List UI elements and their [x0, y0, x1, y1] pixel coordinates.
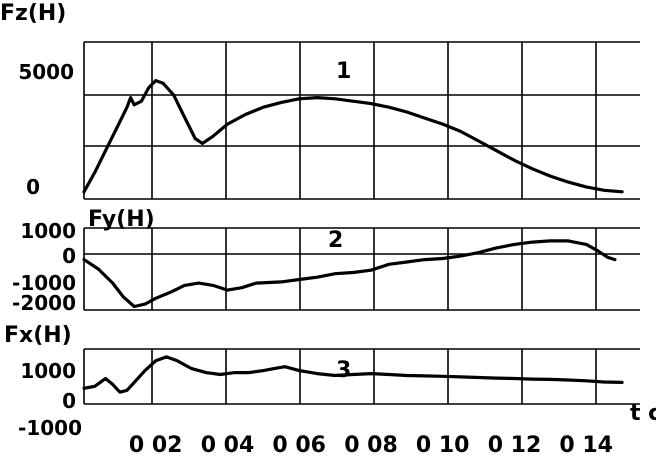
- x-tick-labels: 0 02 0 04 0 06 0 08 0 10 0 12 0 14: [129, 433, 613, 458]
- panel-fx-ytick-minus-1000: -1000: [18, 416, 82, 440]
- panel-fy-curve-label: 2: [328, 228, 343, 253]
- panel-fy-curve-layer: [82, 239, 617, 309]
- panel-fy-ytick-0: 0: [62, 244, 76, 268]
- panel-fx-ylabel: Fx(H): [4, 323, 72, 348]
- panel-fx-curve-label: 3: [336, 358, 351, 383]
- series-line-fx: [82, 355, 624, 394]
- panel-fz: Fz(H) 1 5000 0: [0, 1, 640, 200]
- panel-fz-curve-layer: [82, 79, 624, 194]
- panel-fy-ytick-minus-1000: -1000: [12, 271, 76, 295]
- x-axis-label: t c: [630, 401, 656, 426]
- x-tick-label-5: 0 12: [488, 433, 542, 458]
- panel-fy-ytick-1000: 1000: [20, 219, 76, 243]
- x-tick-label-0: 0 02: [129, 433, 183, 458]
- panel-fx-ytick-0: 0: [62, 389, 76, 413]
- panel-fz-grid: [83, 41, 640, 200]
- panel-fz-ytick-5000: 5000: [18, 60, 74, 84]
- panel-fz-ylabel: Fz(H): [0, 1, 66, 26]
- panel-fy: Fy(H) 2 1000 0 -1000 -2000: [12, 207, 640, 315]
- panel-fx: Fx(H) 3 1000 0 -1000 t c 0 02 0 04 0 06 0 0…: [4, 323, 656, 458]
- panel-fx-curve-layer: [82, 355, 624, 394]
- panel-fy-ylabel: Fy(H): [88, 207, 155, 232]
- series-line-fy: [82, 239, 617, 309]
- x-tick-label-2: 0 06: [272, 433, 326, 458]
- panel-fz-ytick-0: 0: [26, 175, 40, 199]
- panel-fx-ytick-1000: 1000: [20, 359, 76, 383]
- panel-fy-grid: [83, 227, 640, 311]
- x-tick-label-3: 0 08: [344, 433, 398, 458]
- x-tick-label-6: 0 14: [559, 433, 613, 458]
- series-line-fz: [82, 79, 624, 194]
- x-tick-label-1: 0 04: [201, 433, 255, 458]
- panel-fz-curve-label: 1: [336, 59, 351, 84]
- x-tick-label-4: 0 10: [416, 433, 470, 458]
- panel-fy-ytick-minus-2000: -2000: [12, 291, 76, 315]
